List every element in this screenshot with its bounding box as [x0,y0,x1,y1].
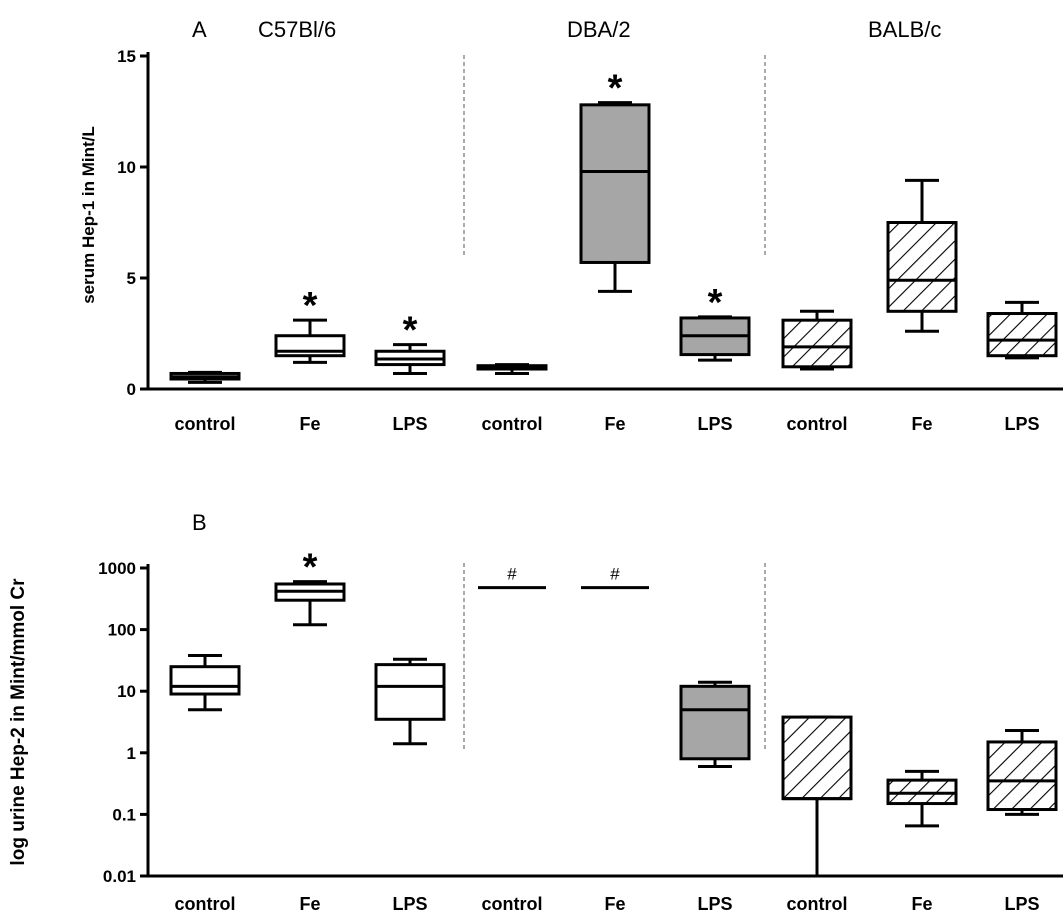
x-category-label: LPS [697,894,732,914]
x-category-label: control [175,414,236,434]
strain-label-dba: DBA/2 [567,17,631,42]
panel-a-ylabel: serum Hep-1 in Mint/L [79,126,98,304]
x-category-label: LPS [697,414,732,434]
x-category-label: Fe [604,894,625,914]
strain-label-c57: C57Bl/6 [258,17,336,42]
panel-b-label: B [192,510,207,535]
x-category-label: LPS [1004,414,1039,434]
significance-star: * [403,310,418,352]
box-body [781,715,853,801]
x-category-label: LPS [392,414,427,434]
panel-a: 0 5 10 15 control Fe LPS control Fe LPS control Fe L… [117,47,1063,434]
strain-label-balb: BALB/c [868,17,941,42]
box-body [169,665,241,696]
x-category-label: control [787,894,848,914]
x-category-label: Fe [604,414,625,434]
y-tick-label: 5 [127,269,136,288]
y-tick-label: 1 [127,744,136,763]
box-body [579,103,651,264]
significance-hash: # [610,565,620,584]
y-tick-label: 0 [127,380,136,399]
x-category-label: control [175,894,236,914]
x-category-label: Fe [299,894,320,914]
significance-hash: # [507,565,517,584]
x-category-label: LPS [1004,894,1039,914]
panel-b: 0.01 0.1 1 10 100 1000 control Fe LPS control Fe LP… [98,547,1063,914]
box-body [679,684,751,761]
y-tick-label: 15 [117,47,136,66]
x-category-label: Fe [911,414,932,434]
box-body [781,318,853,369]
y-tick-label: 10 [117,682,136,701]
x-category-label: control [787,414,848,434]
box-body [374,663,446,721]
y-tick-label: 1000 [98,559,136,578]
significance-star: * [608,68,623,110]
x-category-label: LPS [392,894,427,914]
x-category-label: control [482,894,543,914]
x-category-label: Fe [299,414,320,434]
y-tick-label: 0.01 [103,867,136,886]
significance-star: * [303,547,318,589]
panel-a-label: A [192,17,207,42]
y-tick-label: 100 [108,621,136,640]
y-tick-label: 10 [117,158,136,177]
box-body [986,740,1058,812]
significance-star: * [708,282,723,324]
box-body [886,221,958,313]
panel-b-ylabel: log urine Hep-2 in Mint/mmol Cr [8,578,29,866]
box-body [986,312,1058,358]
x-category-label: Fe [911,894,932,914]
significance-star: * [303,285,318,327]
x-category-label: control [482,414,543,434]
y-tick-label: 0.1 [112,805,136,824]
